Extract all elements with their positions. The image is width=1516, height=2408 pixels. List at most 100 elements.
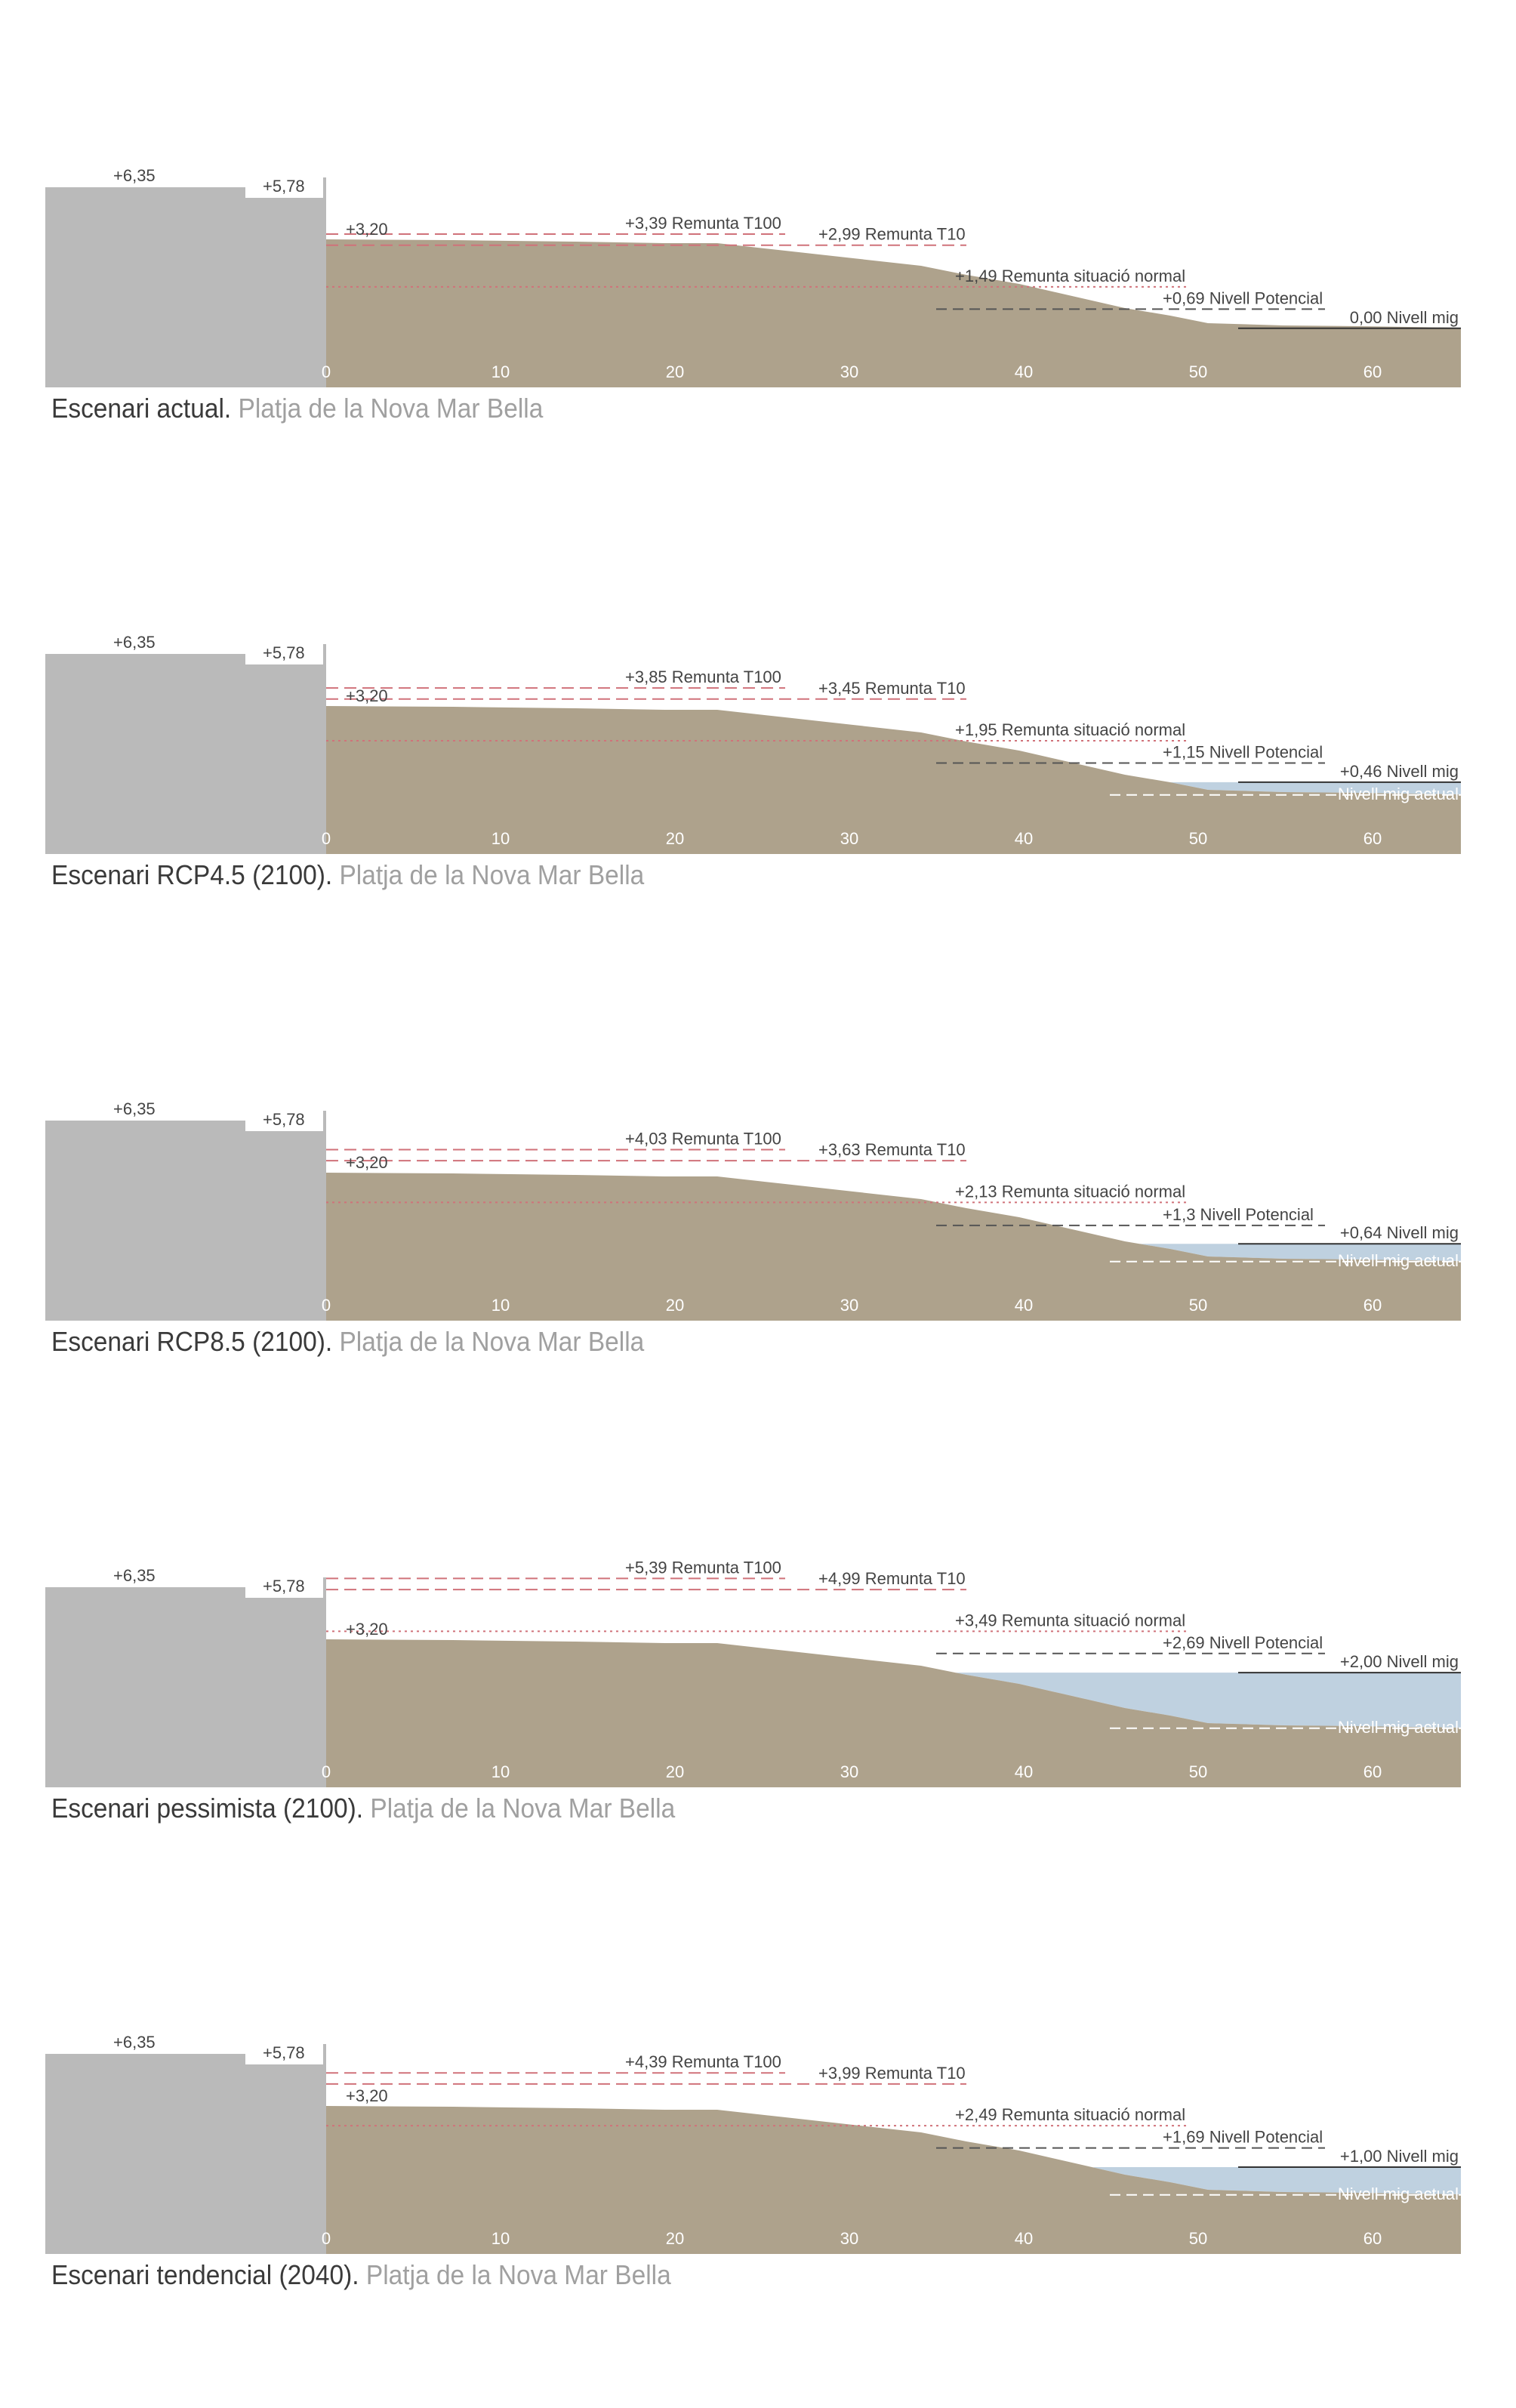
x-tick-label: 10 [491, 1762, 510, 1781]
building-height-label: +6,35 [113, 633, 156, 652]
x-tick-label: 0 [322, 829, 331, 848]
x-tick-label: 50 [1189, 1762, 1207, 1781]
profile-panel: +3,39 Remunta T100 +2,99 Remunta T10 +1,49… [0, 0, 1516, 468]
beach-profile [326, 2106, 1461, 2254]
x-tick-label: 50 [1189, 1296, 1207, 1315]
caption-title: Escenari RCP8.5 (2100). [51, 1326, 340, 1357]
x-tick-label: 60 [1363, 2229, 1382, 2248]
x-tick-label: 40 [1015, 362, 1033, 381]
building-height-label: +5,78 [263, 1577, 305, 1596]
building-block [45, 177, 326, 387]
level-label: +3,85 Remunta T100 [625, 668, 781, 686]
building-height-label: +6,35 [113, 1099, 156, 1118]
level-label: +3,49 Remunta situació normal [955, 1611, 1185, 1629]
current-level-label: Nivell mig actual [1338, 2184, 1459, 2203]
level-label: +5,39 Remunta T100 [625, 1558, 781, 1577]
profile-svg: +3,39 Remunta T100 +2,99 Remunta T10 +1,49… [45, 166, 1461, 387]
beach-profile [326, 1173, 1461, 1321]
ground-height-label: +3,20 [346, 1620, 388, 1639]
level-label: +0,64 Nivell mig [1340, 1223, 1459, 1242]
level-label: +2,69 Nivell Potencial [1163, 1633, 1323, 1652]
x-tick-label: 40 [1015, 2229, 1033, 2248]
x-tick-label: 0 [322, 362, 331, 381]
x-tick-label: 20 [666, 1296, 684, 1315]
x-tick-label: 30 [840, 362, 858, 381]
level-label: +1,3 Nivell Potencial [1163, 1205, 1314, 1224]
ground-height-label: +3,20 [346, 1153, 388, 1172]
building-block [45, 2044, 326, 2254]
level-label: +1,69 Nivell Potencial [1163, 2128, 1323, 2147]
panel-caption: Escenari actual. Platja de la Nova Mar B… [51, 393, 543, 424]
level-label: +3,63 Remunta T10 [818, 1140, 966, 1159]
building-block [45, 644, 326, 854]
profile-svg: Nivell mig actual +4,03 Remunta T100 +3,63… [45, 1099, 1461, 1321]
x-tick-label: 60 [1363, 1762, 1382, 1781]
x-tick-label: 50 [1189, 362, 1207, 381]
level-label: +3,99 Remunta T10 [818, 2064, 966, 2083]
x-tick-label: 20 [666, 1762, 684, 1781]
level-label: +1,00 Nivell mig [1340, 2147, 1459, 2166]
x-tick-label: 30 [840, 1296, 858, 1315]
x-tick-label: 40 [1015, 829, 1033, 848]
building-height-label: +5,78 [263, 2043, 305, 2062]
x-tick-label: 50 [1189, 2229, 1207, 2248]
ground-height-label: +3,20 [346, 220, 388, 239]
profile-panel: Nivell mig actual +4,39 Remunta T100 +3,99… [0, 1867, 1516, 2335]
x-tick-label: 10 [491, 2229, 510, 2248]
level-label: 0,00 Nivell mig [1350, 308, 1459, 327]
x-tick-label: 50 [1189, 829, 1207, 848]
level-label: +4,99 Remunta T10 [818, 1569, 966, 1588]
x-tick-label: 30 [840, 2229, 858, 2248]
x-tick-label: 40 [1015, 1296, 1033, 1315]
building-height-label: +5,78 [263, 177, 305, 196]
level-label: +0,46 Nivell mig [1340, 762, 1459, 781]
x-tick-label: 10 [491, 829, 510, 848]
profile-panel: Nivell mig actual +4,03 Remunta T100 +3,63… [0, 933, 1516, 1401]
level-label: +2,49 Remunta situació normal [955, 2105, 1185, 2124]
level-label: +4,39 Remunta T100 [625, 2052, 781, 2071]
x-tick-label: 20 [666, 2229, 684, 2248]
x-tick-label: 0 [322, 2229, 331, 2248]
x-tick-label: 30 [840, 829, 858, 848]
level-label: +2,13 Remunta situació normal [955, 1182, 1185, 1201]
level-label: +2,99 Remunta T10 [818, 225, 966, 244]
beach-profile [326, 1639, 1461, 1787]
level-label: +1,15 Nivell Potencial [1163, 742, 1323, 761]
profile-panel: Nivell mig actual +5,39 Remunta T100 +4,99… [0, 1400, 1516, 1868]
caption-title: Escenari RCP4.5 (2100). [51, 859, 340, 890]
profile-svg: Nivell mig actual +3,85 Remunta T100 +3,45… [45, 633, 1461, 854]
building-height-label: +5,78 [263, 643, 305, 662]
caption-place: Platja de la Nova Mar Bella [365, 2259, 671, 2290]
building-height-label: +6,35 [113, 166, 156, 185]
ground-height-label: +3,20 [346, 2086, 388, 2105]
water-area [956, 1673, 1461, 1728]
caption-title: Escenari actual. [51, 393, 239, 424]
level-label: +0,69 Nivell Potencial [1163, 288, 1323, 307]
caption-title: Escenari pessimista (2100). [51, 1793, 371, 1824]
x-tick-label: 20 [666, 362, 684, 381]
x-tick-label: 30 [840, 1762, 858, 1781]
beach-profile [326, 239, 1461, 387]
profile-svg: Nivell mig actual +4,39 Remunta T100 +3,99… [45, 2033, 1461, 2254]
x-tick-label: 20 [666, 829, 684, 848]
level-label: +3,45 Remunta T10 [818, 679, 966, 698]
caption-place: Platja de la Nova Mar Bella [238, 393, 544, 424]
caption-place: Platja de la Nova Mar Bella [339, 1326, 645, 1357]
current-level-label: Nivell mig actual [1338, 1718, 1459, 1737]
panel-caption: Escenari RCP4.5 (2100). Platja de la Nov… [51, 859, 644, 891]
building-height-label: +5,78 [263, 1110, 305, 1129]
panel-caption: Escenari RCP8.5 (2100). Platja de la Nov… [51, 1326, 644, 1358]
building-block [45, 1111, 326, 1321]
level-label: +2,00 Nivell mig [1340, 1652, 1459, 1671]
level-label: +3,39 Remunta T100 [625, 214, 781, 233]
x-tick-label: 40 [1015, 1762, 1033, 1781]
current-level-label: Nivell mig actual [1338, 785, 1459, 803]
x-tick-label: 0 [322, 1762, 331, 1781]
panel-caption: Escenari pessimista (2100). Platja de la… [51, 1793, 675, 1824]
ground-height-label: +3,20 [346, 686, 388, 705]
profile-panel: Nivell mig actual +3,85 Remunta T100 +3,45… [0, 467, 1516, 935]
beach-profile [326, 706, 1461, 854]
panel-caption: Escenari tendencial (2040). Platja de la… [51, 2259, 671, 2291]
level-label: +1,49 Remunta situació normal [955, 267, 1185, 285]
caption-title: Escenari tendencial (2040). [51, 2259, 366, 2290]
